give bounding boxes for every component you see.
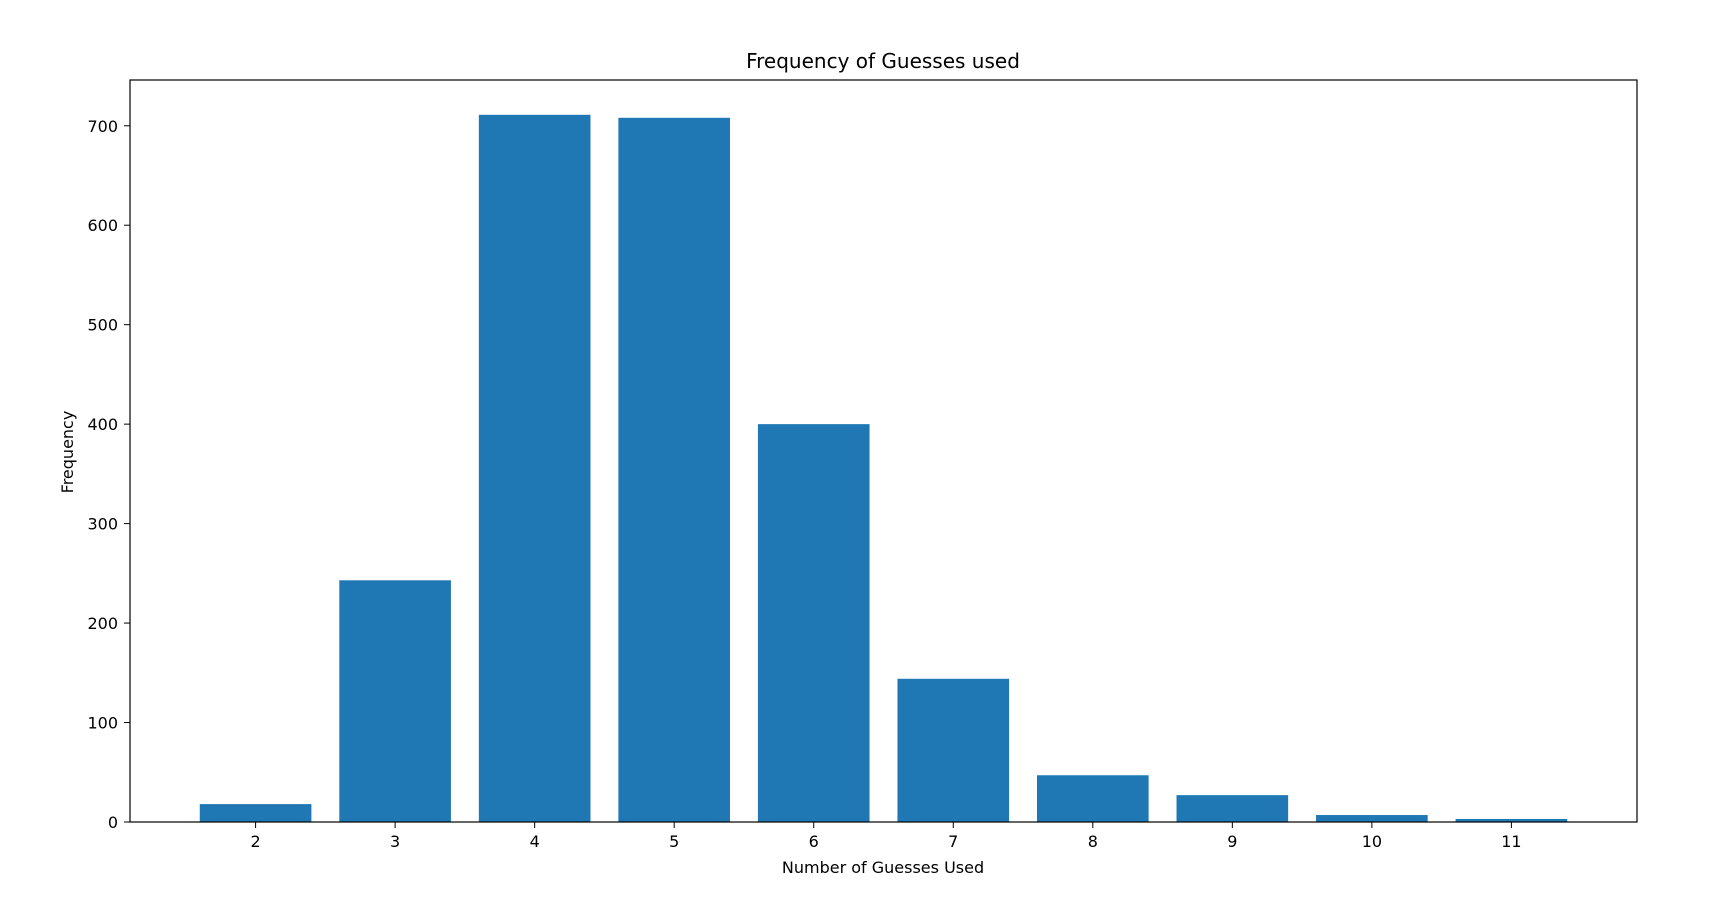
bar-9 — [1176, 795, 1289, 822]
y-tick-label: 700 — [87, 117, 118, 136]
x-tick-label: 11 — [1501, 832, 1521, 851]
bar-2 — [199, 804, 312, 822]
y-axis-ticks: 0 100 200 300 400 500 600 700 — [87, 117, 130, 832]
x-tick-label: 5 — [669, 832, 679, 851]
x-axis-label: Number of Guesses Used — [782, 858, 984, 877]
bar-3 — [339, 580, 451, 822]
bars-layer — [199, 114, 1568, 823]
chart-title: Frequency of Guesses used — [746, 49, 1020, 73]
y-tick-label: 200 — [87, 614, 118, 633]
y-tick-label: 600 — [87, 216, 118, 235]
y-tick-label: 400 — [87, 415, 118, 434]
bar-8 — [1036, 775, 1149, 822]
y-axis-label: Frequency — [58, 411, 77, 494]
x-tick-label: 10 — [1362, 832, 1382, 851]
x-tick-label: 7 — [948, 832, 958, 851]
x-tick-label: 6 — [809, 832, 819, 851]
bar-11 — [1455, 819, 1568, 822]
y-tick-label: 0 — [108, 813, 118, 832]
x-tick-label: 2 — [250, 832, 260, 851]
plot-frame — [129, 79, 1638, 823]
x-tick-label: 3 — [390, 832, 400, 851]
x-axis-ticks: 2 3 4 5 6 7 8 9 10 11 — [250, 822, 1522, 851]
bar-4 — [478, 114, 591, 823]
bar-7 — [897, 678, 1010, 822]
x-tick-label: 8 — [1088, 832, 1098, 851]
x-tick-label: 9 — [1227, 832, 1237, 851]
bar-5 — [618, 117, 731, 822]
x-tick-label: 4 — [530, 832, 540, 851]
bar-10 — [1316, 815, 1428, 822]
y-tick-label: 300 — [87, 515, 118, 534]
bar-6 — [757, 424, 870, 822]
y-tick-label: 500 — [87, 316, 118, 335]
y-tick-label: 100 — [87, 714, 118, 733]
